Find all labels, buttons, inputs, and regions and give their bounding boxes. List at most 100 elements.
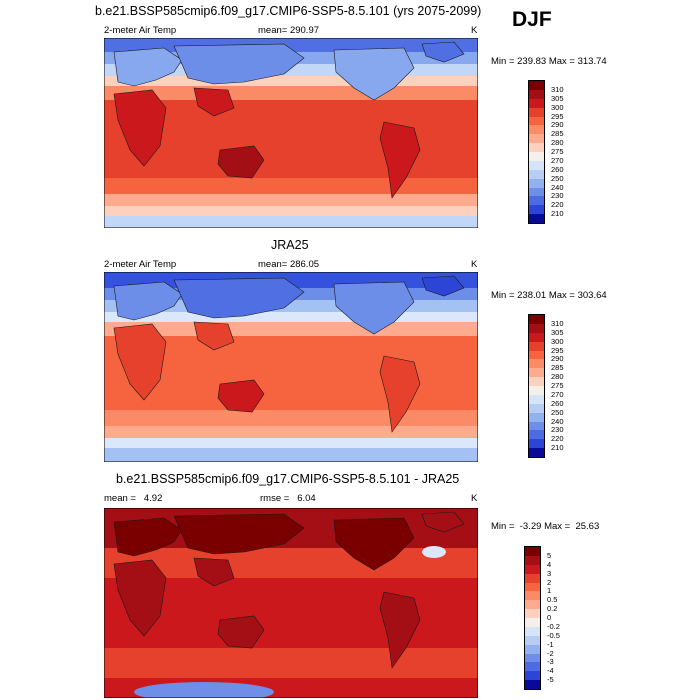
colorbar-swatch <box>525 626 540 637</box>
africa <box>113 559 167 637</box>
southern-ocean-band <box>104 438 478 448</box>
australia <box>217 615 265 649</box>
greenland <box>421 41 465 63</box>
panel1-map <box>104 38 478 228</box>
colorbar-tick-label: 295 <box>551 345 564 355</box>
south-america <box>379 355 421 433</box>
eurasia-west <box>113 517 183 557</box>
southern-midlat-band <box>104 194 478 206</box>
panel3-title: b.e21.BSSP585cmip6.f09_g17.CMIP6-SSP5-8.… <box>116 472 460 486</box>
colorbar-tick-label: 4 <box>547 559 552 569</box>
season-label: DJF <box>512 8 552 31</box>
colorbar-tick-label: 300 <box>551 336 564 346</box>
panel1-variable-label: 2-meter Air Temp <box>104 25 177 36</box>
north-america <box>333 281 415 335</box>
panel3-colorbar-labels: 5 4 3 2 1 0.5 0.2 0 -0.2 -0.5 -1 -2 -3 -4 -5 <box>547 550 587 694</box>
colorbar-tick-label: 305 <box>551 327 564 337</box>
colorbar-swatch <box>529 412 544 422</box>
panel3-rmse-label: rmse = 6.04 <box>260 493 316 504</box>
panel2-variable-label: 2-meter Air Temp <box>104 259 177 270</box>
colorbar-tick-label: 305 <box>551 93 564 103</box>
panel1-title: b.e21.BSSP585cmip6.f09_g17.CMIP6-SSP5-8.… <box>95 4 482 18</box>
colorbar-tick-label: -1 <box>547 639 554 649</box>
panel1-map-svg <box>104 38 478 228</box>
panel1-colorbar-swatches <box>528 80 545 224</box>
colorbar-tick-label: -5 <box>547 675 554 685</box>
south-america <box>379 591 421 669</box>
antarctic-band <box>104 448 478 462</box>
panel2-colorbar-labels: 310 305 300 295 290 285 280 275 270 260 250 240 230 2… <box>551 318 591 462</box>
panel1-mean-label: mean= 290.97 <box>258 25 320 36</box>
colorbar-swatch <box>529 89 544 100</box>
colorbar-tick-label: 290 <box>551 354 564 364</box>
midlat-band-neutral <box>104 312 478 322</box>
greenland <box>421 511 465 533</box>
panel3-colorbar <box>524 546 541 690</box>
africa <box>113 89 167 167</box>
panel3-mean-label: mean = 4.92 <box>104 493 163 504</box>
panel2-map <box>104 272 478 462</box>
southern-band <box>104 648 478 678</box>
colorbar-tick-label: 310 <box>551 318 564 328</box>
colorbar-tick-label: 240 <box>551 182 564 192</box>
colorbar-swatch <box>529 323 544 334</box>
panel3-map-svg <box>104 508 478 698</box>
colorbar-tick-label: 275 <box>551 147 564 156</box>
colorbar-tick-label: 0.5 <box>547 595 558 605</box>
colorbar-swatch <box>529 377 544 387</box>
india-seasia <box>193 87 235 117</box>
colorbar-tick-label: 0.2 <box>547 604 558 614</box>
colorbar-swatch <box>529 350 544 360</box>
colorbar-tick-label: 290 <box>551 120 564 130</box>
colorbar-tick-label: 5 <box>547 550 552 560</box>
colorbar-swatch <box>529 430 544 440</box>
panel2-colorbar <box>528 314 545 458</box>
south-america <box>379 121 421 199</box>
colorbar-swatch <box>529 143 544 153</box>
colorbar-swatch <box>529 214 544 224</box>
panel2-map-svg <box>104 272 478 462</box>
panel2-mean-label: mean= 286.05 <box>258 259 320 270</box>
subtropic-band <box>104 322 478 336</box>
colorbar-tick-label: 230 <box>551 191 564 201</box>
colorbar-swatch <box>525 653 540 663</box>
colorbar-tick-label: 270 <box>551 155 564 165</box>
india-seasia <box>193 557 235 587</box>
colorbar-swatch <box>525 635 540 645</box>
colorbar-swatch <box>525 680 540 690</box>
colorbar-swatch <box>529 439 544 449</box>
panel2-units-label: K <box>471 259 478 270</box>
colorbar-tick-label: 300 <box>551 102 564 112</box>
colorbar-tick-label: 260 <box>551 398 564 408</box>
colorbar-swatch <box>529 403 544 413</box>
greenland <box>421 275 465 297</box>
colorbar-tick-label: 3 <box>547 568 552 578</box>
panel3-colorbar-swatches <box>524 546 541 690</box>
colorbar-swatch <box>529 81 544 91</box>
colorbar-tick-label: 310 <box>551 84 564 94</box>
panel1-colorbar-labels: 310 305 300 295 290 285 280 275 270 260 250 240 230 2… <box>551 84 591 228</box>
colorbar-tick-label: 240 <box>551 416 564 426</box>
colorbar-tick-label: 220 <box>551 200 564 210</box>
australia <box>217 379 265 413</box>
colorbar-tick-label: 250 <box>551 173 564 183</box>
india-seasia <box>193 321 235 351</box>
colorbar-tick-label: 250 <box>551 407 564 417</box>
colorbar-tick-label: 270 <box>551 389 564 399</box>
colorbar-swatch <box>525 609 540 619</box>
colorbar-tick-label: 295 <box>551 111 564 121</box>
colorbar-tick-label: 260 <box>551 164 564 174</box>
north-atlantic-cool-patch <box>422 546 446 558</box>
colorbar-swatch <box>529 169 544 179</box>
southern-subtropic-band <box>104 178 478 194</box>
colorbar-tick-label: 220 <box>551 434 564 444</box>
panel1-colorbar <box>528 80 545 224</box>
north-america <box>333 47 415 101</box>
colorbar-swatch <box>529 205 544 215</box>
antarctic-cool-patch <box>134 682 274 698</box>
eurasia-east <box>173 43 305 85</box>
africa <box>113 323 167 401</box>
colorbar-swatch <box>529 394 544 405</box>
colorbar-tick-label: 285 <box>551 363 564 373</box>
colorbar-swatch <box>525 582 540 592</box>
